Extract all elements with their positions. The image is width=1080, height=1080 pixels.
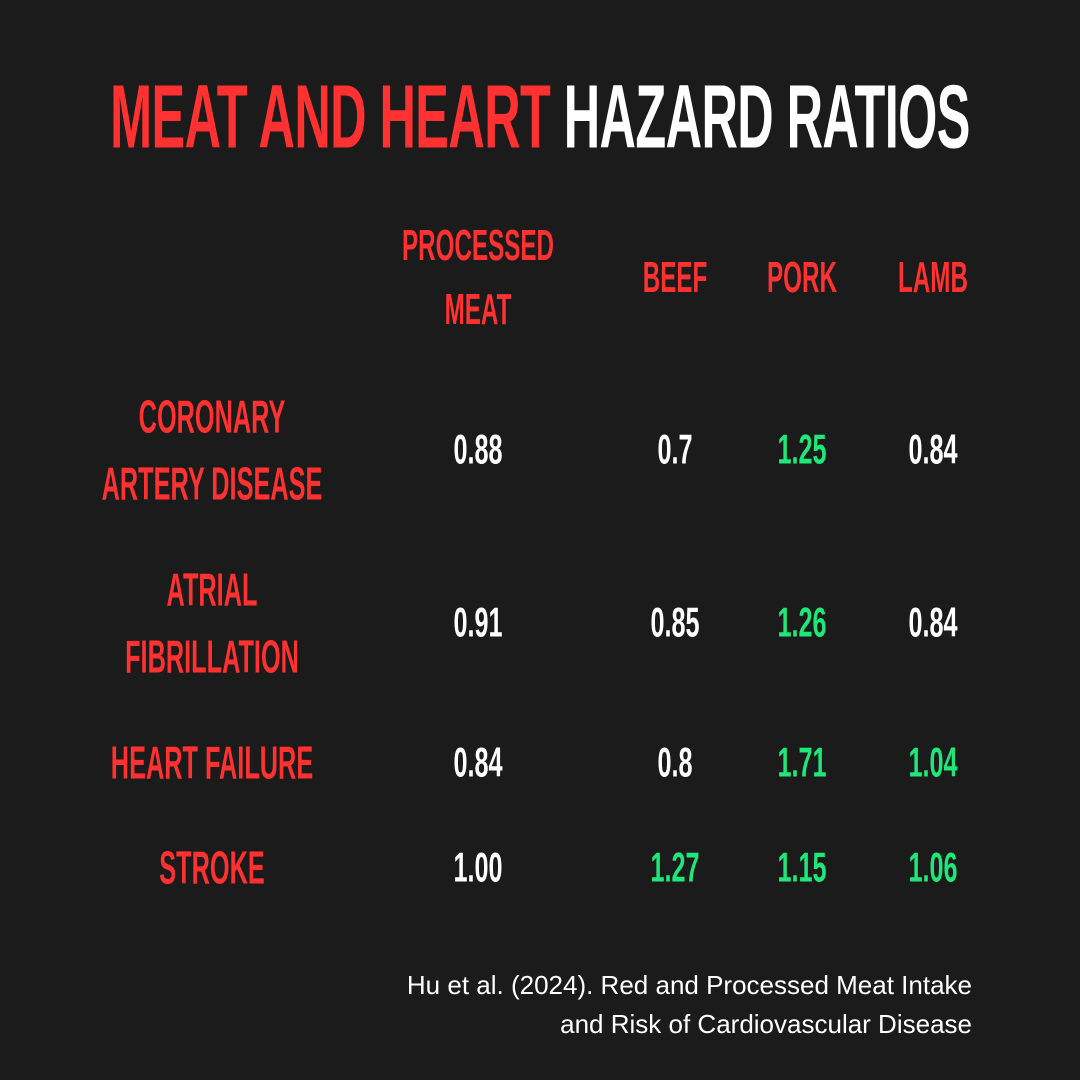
hazard-ratio: 1.25	[777, 425, 827, 473]
hazard-ratio: 1.27	[650, 843, 700, 891]
hazard-ratio: 1.71	[777, 738, 827, 786]
hazard-ratio: 0.8	[657, 738, 693, 786]
hazard-ratio: 1.04	[908, 738, 958, 786]
row-label: ATRIAL FIBRILLATION	[125, 563, 299, 682]
column-header: LAMB	[898, 253, 968, 303]
column-header: PROCESSED MEAT	[402, 221, 554, 334]
hazard-ratio: 1.15	[777, 843, 827, 891]
hazard-ratio: 0.84	[908, 598, 958, 646]
hazard-ratio: 0.84	[908, 425, 958, 473]
column-header: BEEF	[642, 253, 708, 303]
title: MEAT AND HEART HAZARD RATIOS	[110, 67, 970, 170]
citation-line: Hu et al. (2024). Red and Processed Meat…	[406, 970, 972, 1000]
hazard-ratio: 0.91	[453, 598, 503, 646]
title-rest: HAZARD RATIOS	[563, 67, 971, 168]
hazard-ratio: 1.26	[777, 598, 827, 646]
hazard-ratio: 1.06	[908, 843, 958, 891]
hazard-ratio: 0.7	[657, 425, 693, 473]
citation-line: and Risk of Cardiovascular Disease	[560, 1009, 972, 1039]
hazard-ratio: 1.00	[453, 843, 503, 891]
hazard-ratio: 0.84	[453, 738, 503, 786]
column-header: PORK	[767, 253, 837, 303]
row-label: CORONARY ARTERY DISEASE	[101, 390, 323, 509]
row-label: STROKE	[159, 841, 265, 894]
hazard-ratio: 0.88	[453, 425, 503, 473]
title-accent: MEAT AND HEART	[110, 67, 551, 168]
hazard-ratio: 0.85	[650, 598, 700, 646]
row-label: HEART FAILURE	[110, 736, 314, 789]
